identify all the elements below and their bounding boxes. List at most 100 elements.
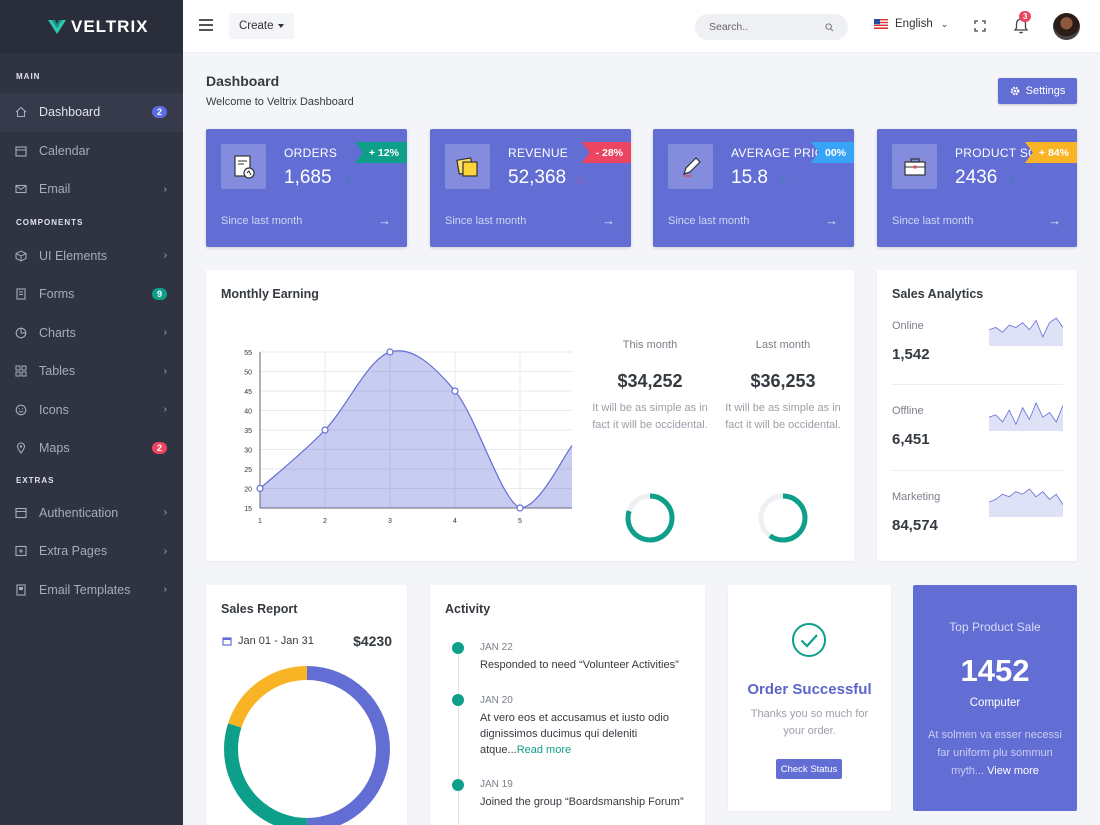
orders-icon (221, 144, 266, 189)
stat-value: 52,368 (508, 167, 567, 188)
timeline-line (457, 647, 459, 825)
stat-title: AVERAGE PRICE (731, 146, 833, 160)
y-tick-label: 40 (244, 409, 252, 416)
activity-item: JAN 19 Joined the group “Boardsmanship F… (480, 779, 700, 810)
arrow-right-icon[interactable]: → (602, 213, 615, 228)
this-month-desc: It will be as simple as in fact it will … (592, 402, 708, 431)
sidebar-item-charts[interactable]: Charts › (0, 314, 183, 353)
briefcase-icon (892, 144, 937, 189)
fullscreen-icon[interactable] (974, 20, 986, 32)
sidebar-item-calendar[interactable]: Calendar (0, 132, 183, 171)
divider (892, 384, 1063, 385)
x-tick-label: 1 (258, 518, 262, 525)
forms-badge: 9 (151, 288, 167, 301)
search-icon[interactable] (825, 22, 834, 32)
arrow-down-icon: ↓ (577, 172, 583, 186)
monthly-earning-card: Monthly Earning 15 20 25 30 35 40 45 50 55 1 2 3 4 5 … (206, 270, 854, 561)
arrow-right-icon[interactable]: → (825, 213, 838, 228)
home-icon (15, 106, 27, 118)
last-month-desc: It will be as simple as in fact it will … (725, 402, 841, 431)
sparkline-area (989, 403, 1063, 431)
date-range: Jan 01 - Jan 31 (238, 635, 314, 647)
settings-button[interactable]: Settings (998, 78, 1077, 104)
this-month-progress-ring (625, 493, 675, 543)
brand[interactable]: VELTRIX (0, 0, 183, 53)
hamburger-menu-icon[interactable] (199, 19, 213, 31)
topbar: Create English ⌄ 3 (183, 0, 1100, 53)
read-more-link[interactable]: Read more (516, 744, 572, 756)
arrow-up-icon: ↑ (1009, 172, 1015, 186)
sidebar-item-label: Email (39, 182, 71, 197)
sidebar-item-dashboard[interactable]: Dashboard 2 (0, 93, 183, 132)
view-more-link[interactable]: View more (987, 765, 1039, 777)
sidebar-item-forms[interactable]: Forms 9 (0, 275, 183, 314)
y-tick-label: 20 (244, 487, 252, 494)
sales-total: $4230 (353, 633, 392, 649)
activity-text: Joined the group “Boardsmanship Forum” (480, 796, 684, 808)
sa-value: 1,542 (892, 346, 930, 363)
x-tick-label: 4 (453, 518, 457, 525)
order-desc: Thanks you so much for your order. (750, 708, 869, 737)
top-product-desc-text: At solmen va esser necessi far uniform p… (928, 729, 1062, 777)
sidebar-item-tables[interactable]: Tables › (0, 352, 183, 391)
data-point[interactable] (256, 484, 264, 493)
sidebar-item-icons[interactable]: Icons › (0, 391, 183, 430)
stat-title: ORDERS (284, 146, 338, 160)
sidebar-item-ui-elements[interactable]: UI Elements › (0, 237, 183, 276)
top-product-card: Top Product Sale 1452 Computer At solmen… (913, 585, 1077, 811)
sales-analytics-card: Sales Analytics Online 1,542 Offline 6,4… (877, 270, 1077, 561)
search-box (695, 14, 848, 40)
stat-card-product-sold: PRODUCT SOLD 2436 ↑ + 84% Since last mon… (877, 129, 1077, 247)
stat-change-ribbon: 00% (810, 142, 854, 163)
stat-value: 1,685 (284, 167, 332, 188)
settings-label: Settings (1025, 85, 1066, 97)
sidebar-item-extra-pages[interactable]: Extra Pages › (0, 532, 183, 571)
stat-title: REVENUE (508, 146, 569, 160)
user-avatar[interactable] (1053, 13, 1080, 40)
form-icon (15, 288, 27, 300)
template-icon (15, 584, 27, 596)
arrow-right-icon[interactable]: → (378, 213, 391, 228)
data-point[interactable] (321, 426, 329, 434)
stat-footer: Since last month (892, 215, 974, 227)
progress-arc (758, 493, 808, 543)
sidebar-item-label: Charts (39, 325, 76, 340)
smiley-icon (15, 404, 27, 416)
sidebar-item-email-templates[interactable]: Email Templates › (0, 571, 183, 610)
top-product-value: 1452 (960, 653, 1030, 688)
menu-section-components: COMPONENTS (16, 218, 84, 227)
stat-footer: Since last month (445, 215, 527, 227)
donut-segment[interactable] (224, 666, 390, 825)
top-product-subtitle: Computer (969, 697, 1021, 709)
stat-value: 15.8 (731, 167, 768, 188)
donut-segment[interactable] (224, 666, 390, 825)
sidebar-item-authentication[interactable]: Authentication › (0, 494, 183, 533)
search-input[interactable] (709, 21, 825, 33)
stat-footer: Since last month (221, 215, 303, 227)
data-point[interactable] (516, 504, 524, 512)
sidebar-item-maps[interactable]: Maps 2 (0, 429, 183, 468)
create-dropdown-button[interactable]: Create (229, 13, 294, 39)
stat-value: 2436 (955, 167, 998, 188)
activity-card: Activity JAN 22 Responded to need “Volun… (430, 585, 705, 825)
top-product-title: Top Product Sale (949, 620, 1041, 634)
arrow-right-icon[interactable]: → (1048, 213, 1061, 228)
sparkline-area (989, 318, 1063, 346)
sparkline-line (989, 317, 1063, 338)
y-tick-label: 50 (244, 370, 252, 377)
arrow-up-icon: ↑ (345, 172, 351, 186)
order-title: Order Successful (747, 681, 872, 698)
sidebar-item-label: Calendar (39, 143, 90, 158)
data-point[interactable] (451, 387, 459, 395)
sidebar-item-label: Email Templates (39, 582, 131, 597)
page-title: Dashboard (206, 73, 280, 89)
sidebar-item-label: Extra Pages (39, 544, 108, 559)
sidebar-item-email[interactable]: Email › (0, 170, 183, 209)
check-status-button[interactable]: Check Status (776, 759, 842, 779)
data-point[interactable] (386, 348, 394, 356)
online-sparkline (989, 317, 1063, 346)
area-fill (260, 350, 572, 508)
language-selector[interactable]: English ⌄ (874, 18, 948, 30)
sales-report-card: Sales Report Jan 01 - Jan 31 $4230 (206, 585, 407, 825)
sa-label: Online (892, 320, 924, 332)
